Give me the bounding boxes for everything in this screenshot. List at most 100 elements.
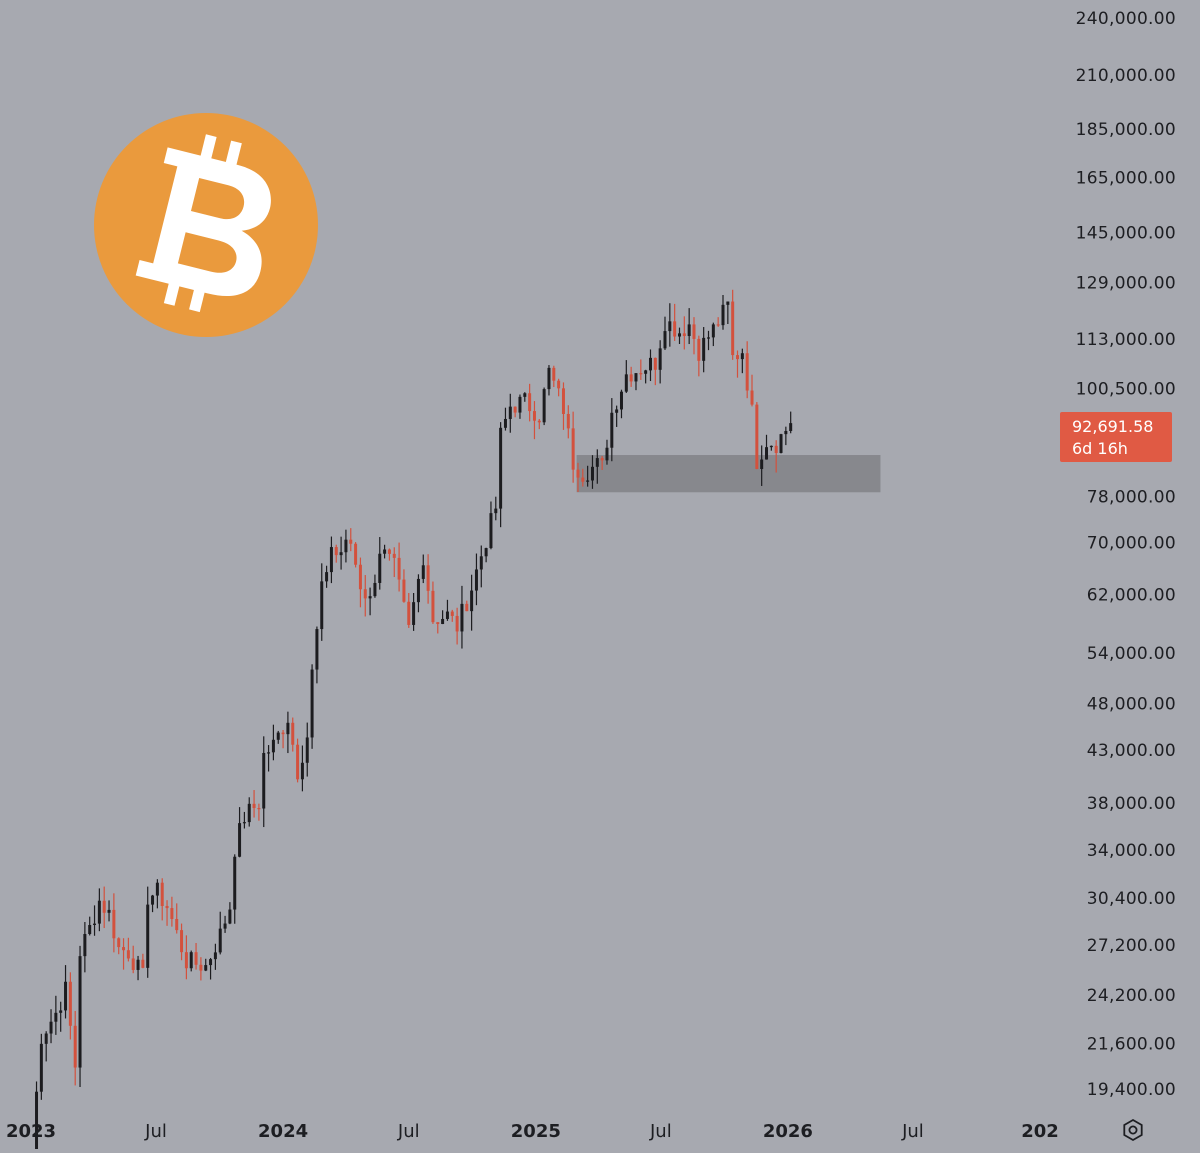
y-tick-label: 62,000.00 [1087,585,1176,605]
candle-body [784,430,788,435]
candle [276,730,280,744]
candle-body [595,458,599,467]
candle-body [39,1043,43,1092]
candle [267,745,271,772]
candle-body [160,882,164,906]
candle [648,349,652,382]
candle [73,1010,77,1086]
y-tick-label: 113,000.00 [1076,330,1176,350]
candle-body [518,396,522,413]
candle [634,373,638,391]
candle [784,426,788,446]
candle [39,1033,43,1100]
candle-body [209,959,213,966]
candle-body [296,744,300,780]
candle [769,445,773,451]
candle [117,937,121,955]
candle-body [629,374,633,382]
price-axis[interactable]: 240,000.00 210,000.00 185,000.00 165,000.00… [1076,9,1176,1100]
candle [610,398,614,462]
candle [726,301,730,325]
candle-body [83,933,87,957]
candle-body [561,388,565,414]
candle [35,1081,39,1153]
candle-body [624,374,628,392]
y-tick-label: 24,200.00 [1087,986,1176,1006]
candle-body [716,324,720,326]
candle [702,327,706,373]
candle [358,557,362,608]
candle [218,911,222,955]
candle [373,574,377,598]
candle-body [180,930,184,953]
candle [194,942,198,970]
candle-body [204,965,208,971]
candle [644,369,648,384]
candle [721,294,725,330]
candle-body [310,669,314,738]
candle-body [779,434,783,453]
candle [774,440,778,473]
candle [257,803,261,821]
candle-body [441,618,445,625]
candle-body [54,1012,58,1022]
candle [107,900,111,922]
candle-body [131,958,135,970]
candle-body [740,353,744,360]
y-tick-label: 48,000.00 [1087,694,1176,714]
candle [581,468,585,487]
candle-body [117,938,121,948]
candle-body [189,952,193,969]
y-tick-label: 129,000.00 [1076,273,1176,293]
candle-body [267,752,271,754]
last-price-tag: 92,691.58 6d 16h [1060,412,1172,462]
candle [431,581,435,624]
candle [494,496,498,521]
candle [677,327,681,345]
candle [209,957,213,980]
candle-body [760,459,764,469]
candles-layer [35,289,793,1153]
candle-body [455,615,459,632]
time-axis[interactable]: 2023 Jul 2024 Jul 2025 Jul 2026 Jul 202 [6,1121,1059,1142]
candle [755,402,759,470]
candle-body [68,981,72,1026]
y-tick-label: 78,000.00 [1087,488,1176,508]
y-tick-label: 210,000.00 [1076,66,1176,86]
candle-body [736,355,740,360]
candle [605,439,609,465]
candle [765,434,769,460]
candle-body [291,722,295,745]
candle [557,378,561,397]
candle [44,1031,48,1062]
candle [663,316,667,350]
candle-body [242,822,246,824]
candle-body [460,603,464,632]
candle [286,711,290,754]
candle [383,544,387,559]
candle-body [194,952,198,965]
candle [233,854,237,924]
candle [537,418,541,430]
candle [707,330,710,351]
candle [344,529,348,563]
candle-body [576,469,580,478]
candle [673,303,677,341]
candle [692,317,696,355]
candle-body [745,353,749,391]
candle-body [184,952,188,969]
candle [136,955,140,981]
candle [252,790,256,818]
candle-body [363,589,367,599]
candle [126,937,130,962]
candle [223,915,227,933]
candle-body [571,428,575,470]
x-tick-label: 2026 [763,1121,813,1142]
candle [779,433,783,454]
y-tick-label: 30,400.00 [1087,889,1176,909]
gear-icon[interactable] [1123,1118,1143,1142]
candle-body [122,947,126,951]
candle-body [528,393,532,412]
candle-body [126,950,130,959]
candle [363,575,367,617]
